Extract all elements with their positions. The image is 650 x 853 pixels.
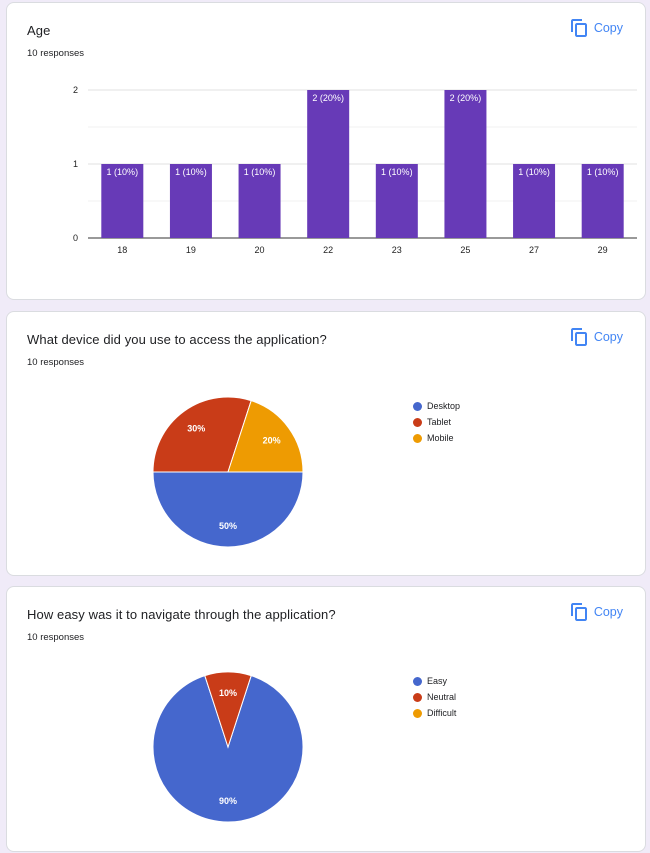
bar (444, 90, 487, 238)
legend-item: Difficult (413, 705, 456, 721)
x-tick-label: 25 (460, 245, 470, 255)
device-pie-chart: 50% 30% 20% (152, 396, 304, 548)
legend-swatch (413, 692, 422, 702)
legend-item: Mobile (413, 430, 460, 446)
legend-item: Desktop (413, 398, 460, 414)
copy-label: Copy (593, 330, 623, 344)
copy-label: Copy (593, 21, 623, 35)
pie-data-label: 90% (219, 796, 237, 806)
bar-data-label: 2 (20%) (450, 93, 482, 103)
x-tick-label: 19 (186, 245, 196, 255)
legend-swatch (413, 676, 422, 686)
response-count: 10 responses (27, 48, 85, 59)
bar (238, 164, 281, 238)
question-title: What device did you use to access the ap… (27, 332, 327, 347)
copy-icon (570, 328, 587, 346)
question-card-age: Age 10 responses Copy 0 1 2 1 (10%) 18 1 (10%… (6, 2, 646, 300)
bar-data-label: 2 (20%) (312, 93, 344, 103)
bar-data-label: 1 (10%) (175, 167, 207, 177)
legend-swatch (413, 708, 422, 718)
navigation-pie-chart: 90% 10% (152, 671, 304, 823)
bar-data-label: 1 (10%) (587, 167, 619, 177)
bar (307, 90, 350, 238)
legend-swatch (413, 417, 422, 427)
bar-data-label: 1 (10%) (381, 167, 413, 177)
bar (513, 164, 556, 238)
chart-legend: Desktop Tablet Mobile (413, 398, 460, 446)
pie-slice (152, 675, 304, 823)
response-count: 10 responses (27, 357, 85, 368)
bar (169, 164, 212, 238)
y-tick-label: 1 (73, 159, 78, 169)
copy-chart-button[interactable]: Copy (570, 19, 623, 37)
legend-swatch (413, 433, 422, 443)
bar-data-label: 1 (10%) (244, 167, 276, 177)
y-tick-label: 0 (73, 233, 78, 243)
legend-item: Neutral (413, 689, 456, 705)
question-card-device: What device did you use to access the ap… (6, 311, 646, 576)
pie-data-label: 20% (263, 435, 281, 445)
pie-data-label: 50% (219, 521, 237, 531)
pie-slice (152, 471, 304, 548)
x-tick-label: 29 (598, 245, 608, 255)
legend-label: Tablet (427, 417, 452, 427)
pie-data-label: 10% (219, 688, 237, 698)
legend-label: Desktop (427, 401, 461, 411)
copy-chart-button[interactable]: Copy (570, 603, 623, 621)
copy-icon (570, 603, 587, 621)
x-tick-label: 18 (117, 245, 127, 255)
x-tick-label: 20 (255, 245, 265, 255)
age-bar-chart: 0 1 2 1 (10%) 18 1 (10%) 19 1 (10%) 20 2 (20%) 22 1… (73, 85, 637, 255)
bar-data-label: 1 (10%) (107, 167, 139, 177)
pie-slice (152, 396, 252, 473)
x-tick-label: 22 (323, 245, 333, 255)
question-title: How easy was it to navigate through the … (27, 607, 336, 622)
x-tick-label: 27 (529, 245, 539, 255)
legend-label: Difficult (427, 708, 457, 718)
copy-icon (570, 19, 587, 37)
legend-label: Neutral (427, 692, 457, 702)
legend-swatch (413, 401, 422, 411)
bar-data-label: 1 (10%) (518, 167, 550, 177)
bar (581, 164, 624, 238)
question-card-navigation: How easy was it to navigate through the … (6, 586, 646, 852)
copy-chart-button[interactable]: Copy (570, 328, 623, 346)
chart-legend: Easy Neutral Difficult (413, 673, 456, 721)
y-tick-label: 2 (73, 85, 78, 95)
legend-label: Easy (427, 676, 448, 686)
pie-data-label: 30% (187, 423, 205, 433)
bar (375, 164, 418, 238)
bar (101, 164, 144, 238)
copy-label: Copy (593, 605, 623, 619)
pie-slice (204, 671, 252, 749)
legend-label: Mobile (427, 433, 454, 443)
question-title: Age (27, 23, 51, 38)
legend-item: Tablet (413, 414, 460, 430)
response-count: 10 responses (27, 632, 85, 643)
legend-item: Easy (413, 673, 456, 689)
pie-slice (227, 400, 304, 473)
x-tick-label: 23 (392, 245, 402, 255)
